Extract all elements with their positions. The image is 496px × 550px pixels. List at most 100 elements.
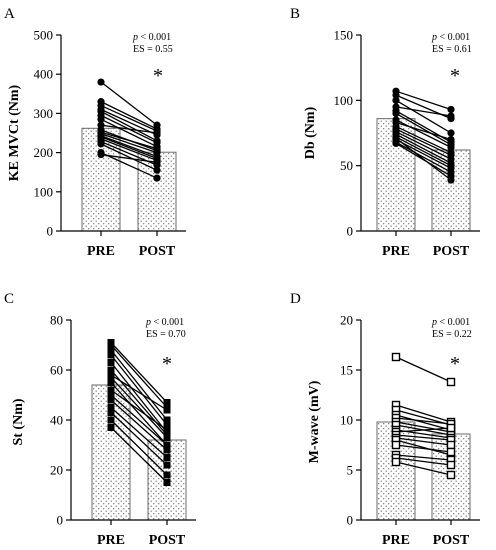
data-point [153, 158, 161, 166]
panel-b-letter: B [290, 6, 300, 22]
y-tick-label: 0 [347, 224, 354, 239]
y-tick-label: 100 [34, 184, 54, 199]
data-point [107, 404, 115, 411]
x-tick-label: POST [149, 533, 186, 548]
data-point [446, 423, 456, 433]
y-tick-label: 200 [34, 145, 54, 160]
data-point [446, 470, 456, 480]
subject-line [395, 136, 452, 167]
subject-line [110, 377, 168, 438]
data-point [107, 386, 115, 394]
subject-line [395, 131, 452, 160]
panel-a-ylabel: KE MVCt (Nm) [7, 84, 22, 181]
subject-line [395, 99, 452, 134]
subject-line [110, 419, 168, 476]
x-tick-label: POST [433, 244, 470, 259]
x-tick-label: POST [433, 533, 470, 548]
subject-line [395, 414, 452, 431]
data-point [97, 78, 105, 86]
data-point [107, 416, 115, 424]
panel-b-significance: * [450, 65, 460, 87]
panel-d-plot: 0 5 10 15 20 PRE POST [340, 313, 480, 548]
subject-line [110, 349, 168, 421]
data-point [392, 96, 400, 104]
subject-line [395, 112, 452, 146]
panel-d-effect-size: ES = 0.22 [432, 329, 472, 340]
data-point [163, 421, 171, 429]
subject-line [395, 121, 452, 141]
y-tick-label: 40 [50, 413, 63, 428]
y-tick-label: 0 [47, 224, 54, 239]
panel-a-plot: 0 100 200 300 400 500 PRE POST [34, 28, 186, 259]
panel-a-letter: A [4, 6, 15, 22]
subject-line [100, 135, 158, 158]
panel-b: B Db (Nm) p < 0.001 ES = 0.61 * 0 50 100 15… [290, 6, 480, 259]
data-point [107, 379, 115, 386]
data-point [107, 346, 115, 354]
subject-line [110, 412, 168, 466]
subject-line [395, 356, 452, 383]
data-point [107, 351, 115, 359]
subject-line [100, 153, 158, 164]
data-point [447, 176, 455, 184]
data-point [97, 150, 105, 159]
subject-line [395, 128, 452, 156]
y-tick-label: 0 [57, 513, 64, 528]
data-point [107, 396, 115, 404]
subject-line [100, 152, 158, 179]
subject-line [395, 417, 452, 425]
data-point [391, 352, 401, 362]
x-tick-label: PRE [87, 244, 115, 259]
data-point [97, 115, 105, 123]
subject-line [100, 81, 158, 126]
data-point [392, 91, 400, 99]
y-tick-label: 50 [340, 158, 353, 173]
panel-c-plot: 0 20 40 60 80 PRE POST [50, 313, 196, 548]
panel-c-effect-size: ES = 0.70 [146, 329, 186, 340]
panel-d-letter: D [290, 291, 301, 307]
data-point [391, 457, 401, 467]
subject-line [395, 138, 452, 169]
x-tick-label: PRE [97, 533, 125, 548]
subject-line [395, 90, 452, 111]
panel-d: D M-wave (mV) p < 0.001 ES = 0.22 * 0 5 10… [290, 291, 480, 548]
data-point [446, 440, 456, 450]
data-point [447, 112, 455, 120]
data-point [107, 341, 115, 349]
subject-line [395, 137, 452, 181]
panel-c-letter: C [4, 291, 14, 307]
panel-d-significance: * [450, 353, 460, 375]
data-point [163, 479, 171, 486]
data-point [392, 109, 400, 117]
subject-line [100, 110, 158, 142]
data-point [447, 105, 455, 114]
subject-line [110, 382, 168, 446]
subject-line [395, 421, 452, 433]
panel-b-plot: 0 50 100 150 PRE POST [334, 28, 480, 259]
x-tick-label: PRE [382, 244, 410, 259]
y-tick-label: 60 [50, 363, 63, 378]
data-point [163, 446, 171, 454]
panel-a-effect-size: ES = 0.55 [133, 44, 173, 55]
subject-line [110, 389, 168, 431]
subject-line [395, 119, 452, 148]
y-tick-label: 5 [347, 463, 354, 478]
x-tick-label: PRE [382, 533, 410, 548]
subject-line [100, 108, 158, 136]
subject-line [100, 104, 158, 132]
subject-line [395, 125, 452, 154]
data-point [447, 129, 455, 137]
data-point [163, 399, 171, 406]
subject-line [110, 394, 168, 446]
data-point [163, 406, 171, 414]
panel-a-p-value: p < 0.001 [132, 32, 171, 43]
data-point [163, 416, 171, 424]
subject-line [395, 444, 452, 453]
subject-line [100, 131, 158, 150]
subject-line [110, 362, 168, 433]
data-point [392, 139, 400, 148]
y-tick-label: 100 [334, 93, 354, 108]
y-tick-label: 500 [34, 28, 54, 43]
y-tick-label: 80 [50, 313, 63, 328]
